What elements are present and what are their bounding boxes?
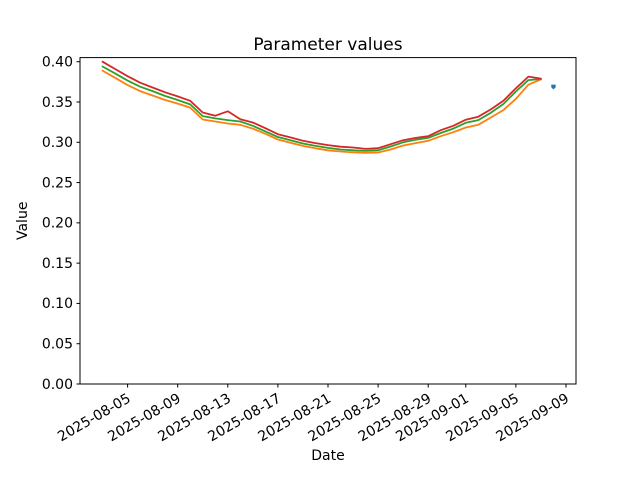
chart-title: Parameter values [253,35,402,55]
x-axis-ticks: 2025-08-052025-08-092025-08-132025-08-17… [55,384,572,445]
plot-area [79,57,577,385]
scatter-forecast-point [551,84,556,90]
y-tick-label: 0.25 [42,175,73,191]
y-axis-label: Value [15,202,31,240]
x-axis-label: Date [311,448,344,464]
y-axis-ticks: 0.00 0.05 0.10 0.15 0.20 0.25 0.30 0.35 0.40 [42,55,80,393]
y-tick-label: 0.05 [42,337,73,353]
series-red-line [101,60,542,150]
y-tick-label: 0.35 [42,95,73,111]
y-tick-label: 0.40 [42,55,73,71]
y-tick-label: 0.20 [42,216,73,232]
y-tick-label: 0.30 [42,135,73,151]
y-tick-label: 0.10 [42,296,73,312]
y-tick-label: 0.00 [42,377,73,393]
series-orange-line [101,69,542,154]
series-lines [101,60,556,154]
y-tick-label: 0.15 [42,256,73,272]
series-green-line [101,65,542,152]
